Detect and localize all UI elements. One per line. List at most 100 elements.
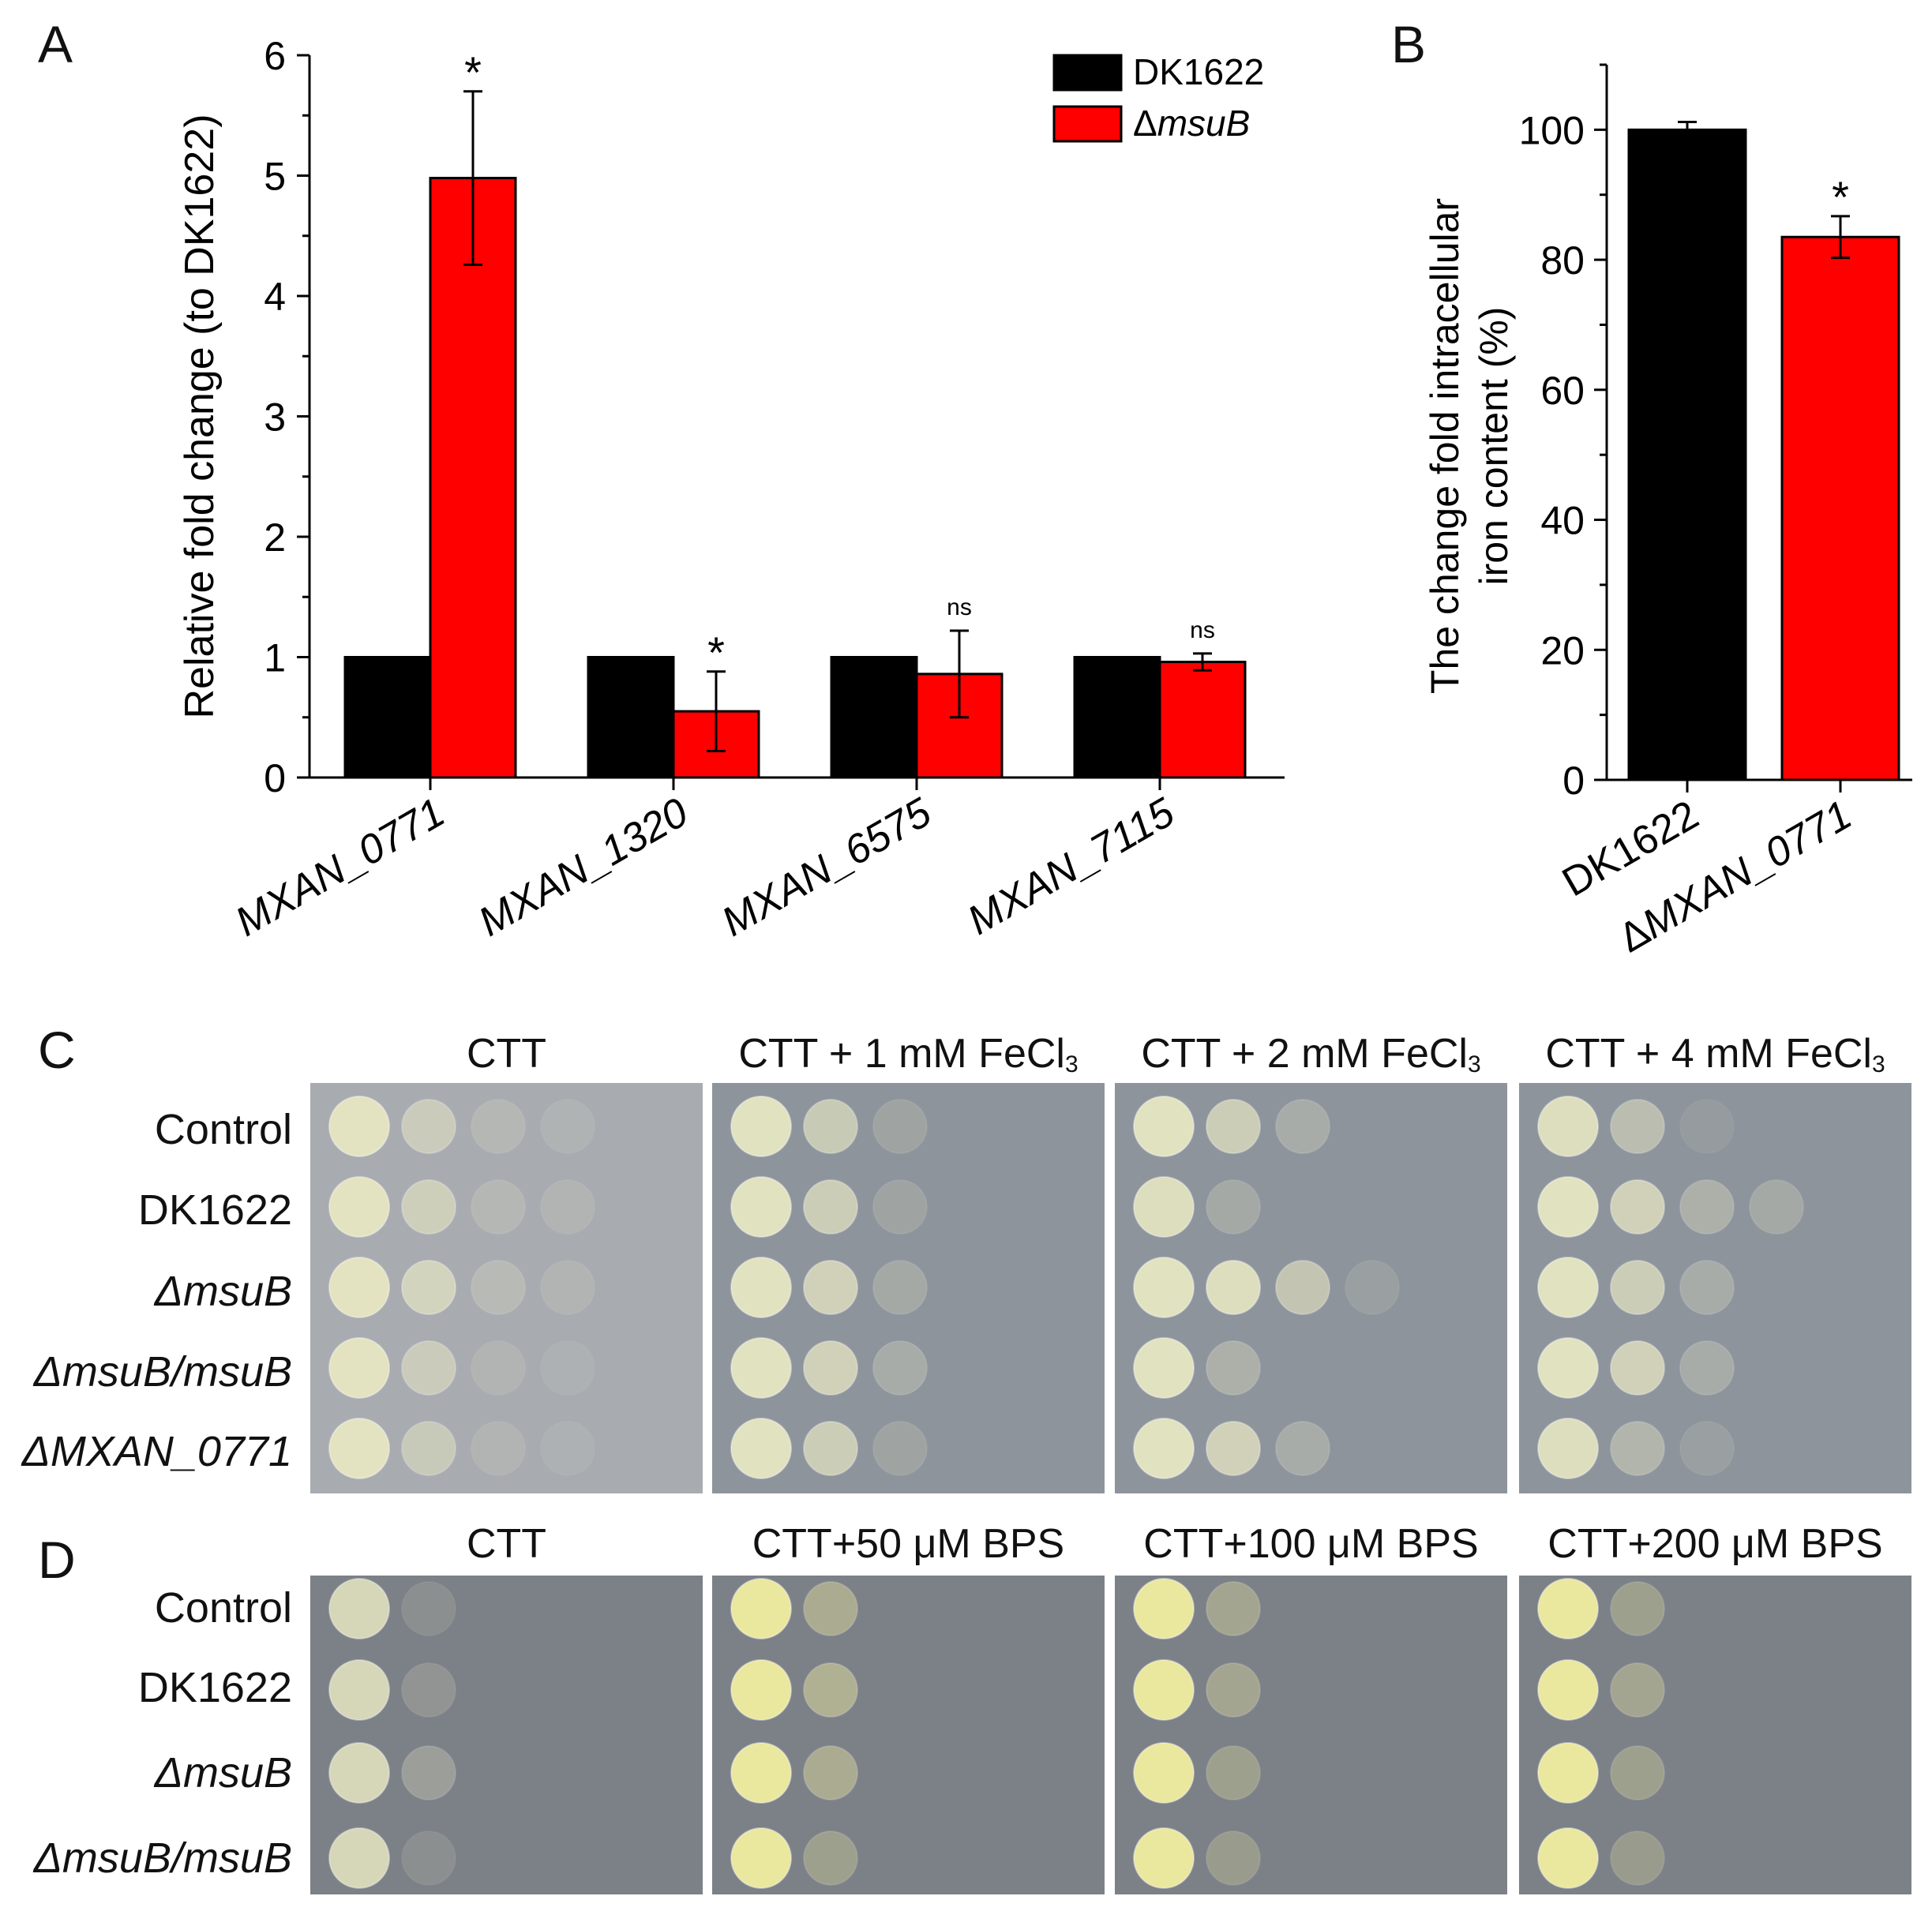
panel-d-column-title: CTT <box>466 1521 547 1567</box>
colony-spot <box>730 1096 792 1157</box>
y-axis-label: Relative fold change (to DK1622) <box>177 114 223 718</box>
colony-spot <box>803 1421 858 1476</box>
colony-spot <box>401 1099 456 1154</box>
colony-spot <box>1133 1257 1195 1318</box>
panel-letter-d: D <box>38 1531 76 1589</box>
colony-spot <box>401 1662 456 1718</box>
significance-mark: ns <box>1190 617 1215 643</box>
colony-spot <box>328 1742 390 1804</box>
colony-spot <box>1133 1578 1195 1639</box>
colony-spot <box>1537 1176 1599 1238</box>
panel-c-row-label: Control <box>154 1106 292 1153</box>
panel-letter-a: A <box>38 15 73 73</box>
bar-dk1622 <box>587 656 675 779</box>
colony-spot <box>1610 1340 1665 1396</box>
colony-spot <box>1537 1578 1599 1639</box>
panel-letter-c: C <box>38 1021 76 1079</box>
colony-spot <box>540 1421 595 1476</box>
colony-spot <box>1610 1421 1665 1476</box>
colony-spot <box>730 1659 792 1721</box>
colony-spot <box>730 1418 792 1479</box>
colony-spot <box>1537 1742 1599 1804</box>
colony-spot <box>1537 1337 1599 1399</box>
panel-c-column-title: CTT <box>466 1031 547 1077</box>
bar-dk1622 <box>830 656 918 779</box>
colony-spot <box>730 1742 792 1804</box>
colony-spot <box>1679 1099 1735 1154</box>
colony-spot <box>328 1827 390 1889</box>
colony-spot <box>730 1578 792 1639</box>
colony-spot <box>803 1830 858 1886</box>
y-tick-label: 80 <box>1540 238 1585 283</box>
colony-spot <box>540 1260 595 1315</box>
colony-spot <box>1133 1742 1195 1804</box>
colony-spot <box>803 1179 858 1235</box>
colony-spot <box>803 1745 858 1800</box>
colony-spot <box>872 1340 928 1396</box>
y-tick-label: 6 <box>264 34 286 78</box>
colony-spot <box>401 1745 456 1800</box>
colony-spot <box>540 1340 595 1396</box>
panel-d-row-label: DK1622 <box>137 1664 292 1711</box>
colony-spot <box>1537 1418 1599 1479</box>
y-tick-label: 2 <box>264 515 286 560</box>
colony-spot <box>730 1337 792 1399</box>
chart-a: 0 1 2 3 4 5 6 Relative fold change (to DK1622) *… <box>177 34 1285 946</box>
colony-spot <box>1537 1659 1599 1721</box>
x-tick-label: MXAN_7115 <box>960 789 1183 944</box>
y-tick-label: 5 <box>264 155 286 199</box>
colony-spot <box>471 1340 526 1396</box>
colony-spot <box>471 1421 526 1476</box>
colony-spot <box>1749 1179 1804 1235</box>
colony-spot <box>1537 1827 1599 1889</box>
colony-spot <box>1275 1421 1330 1476</box>
colony-spot <box>730 1257 792 1318</box>
colony-spot <box>1133 1418 1195 1479</box>
colony-spot <box>540 1179 595 1235</box>
colony-spot <box>1133 1827 1195 1889</box>
colony-spot <box>1206 1830 1261 1886</box>
y-axis-label: iron content (%) <box>1472 307 1516 586</box>
bar-dk1622 <box>343 656 432 779</box>
panel-c-row-label: DK1622 <box>137 1186 292 1234</box>
colony-spot <box>1679 1340 1735 1396</box>
colony-spot <box>1206 1099 1261 1154</box>
plate-d-bps-50 <box>712 1576 1105 1894</box>
colony-spot <box>328 1257 390 1318</box>
colony-spot <box>730 1827 792 1889</box>
significance-mark: * <box>707 628 725 677</box>
colony-spot <box>1206 1662 1261 1718</box>
y-axis-label: The change fold intracellular <box>1423 198 1467 694</box>
colony-spot <box>471 1260 526 1315</box>
significance-mark: * <box>464 47 482 97</box>
bar <box>1627 128 1747 781</box>
y-tick-label: 1 <box>264 636 286 680</box>
colony-spot <box>328 1418 390 1479</box>
chart-b: 0 20 40 60 80 100 The change fold intracellula… <box>1423 63 1912 961</box>
legend-swatch <box>1052 54 1123 92</box>
bar-msub <box>1158 661 1247 779</box>
colony-spot <box>1537 1257 1599 1318</box>
colony-spot <box>1610 1745 1665 1800</box>
colony-spot <box>1610 1260 1665 1315</box>
panel-letter-b: B <box>1391 15 1427 73</box>
colony-spot <box>1206 1340 1261 1396</box>
panel-d-column-title: CTT+100 μM BPS <box>1143 1521 1479 1567</box>
colony-spot <box>803 1581 858 1636</box>
colony-spot <box>1610 1830 1665 1886</box>
colony-spot <box>471 1179 526 1235</box>
bar-msub <box>429 177 517 779</box>
colony-spot <box>401 1421 456 1476</box>
y-tick-label: 100 <box>1519 108 1585 152</box>
colony-spot <box>803 1340 858 1396</box>
colony-spot <box>1206 1260 1261 1315</box>
colony-spot <box>1610 1099 1665 1154</box>
panel-c-row-label: ΔMXAN_0771 <box>21 1428 292 1475</box>
y-tick-label: 20 <box>1540 628 1585 673</box>
colony-spot <box>328 1578 390 1639</box>
colony-spot <box>1206 1421 1261 1476</box>
bar <box>1780 235 1900 781</box>
colony-spot <box>1133 1337 1195 1399</box>
plate-c-fecl3-4mm <box>1519 1083 1911 1493</box>
panel-c-column-title: CTT + 4 mM FeCl3 <box>1545 1031 1885 1077</box>
